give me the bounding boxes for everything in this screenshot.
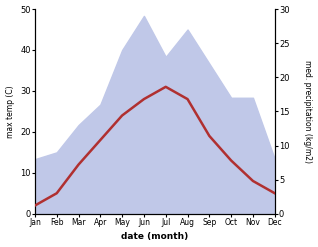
Y-axis label: med. precipitation (kg/m2): med. precipitation (kg/m2) — [303, 60, 313, 163]
Y-axis label: max temp (C): max temp (C) — [5, 85, 15, 138]
X-axis label: date (month): date (month) — [121, 232, 189, 242]
